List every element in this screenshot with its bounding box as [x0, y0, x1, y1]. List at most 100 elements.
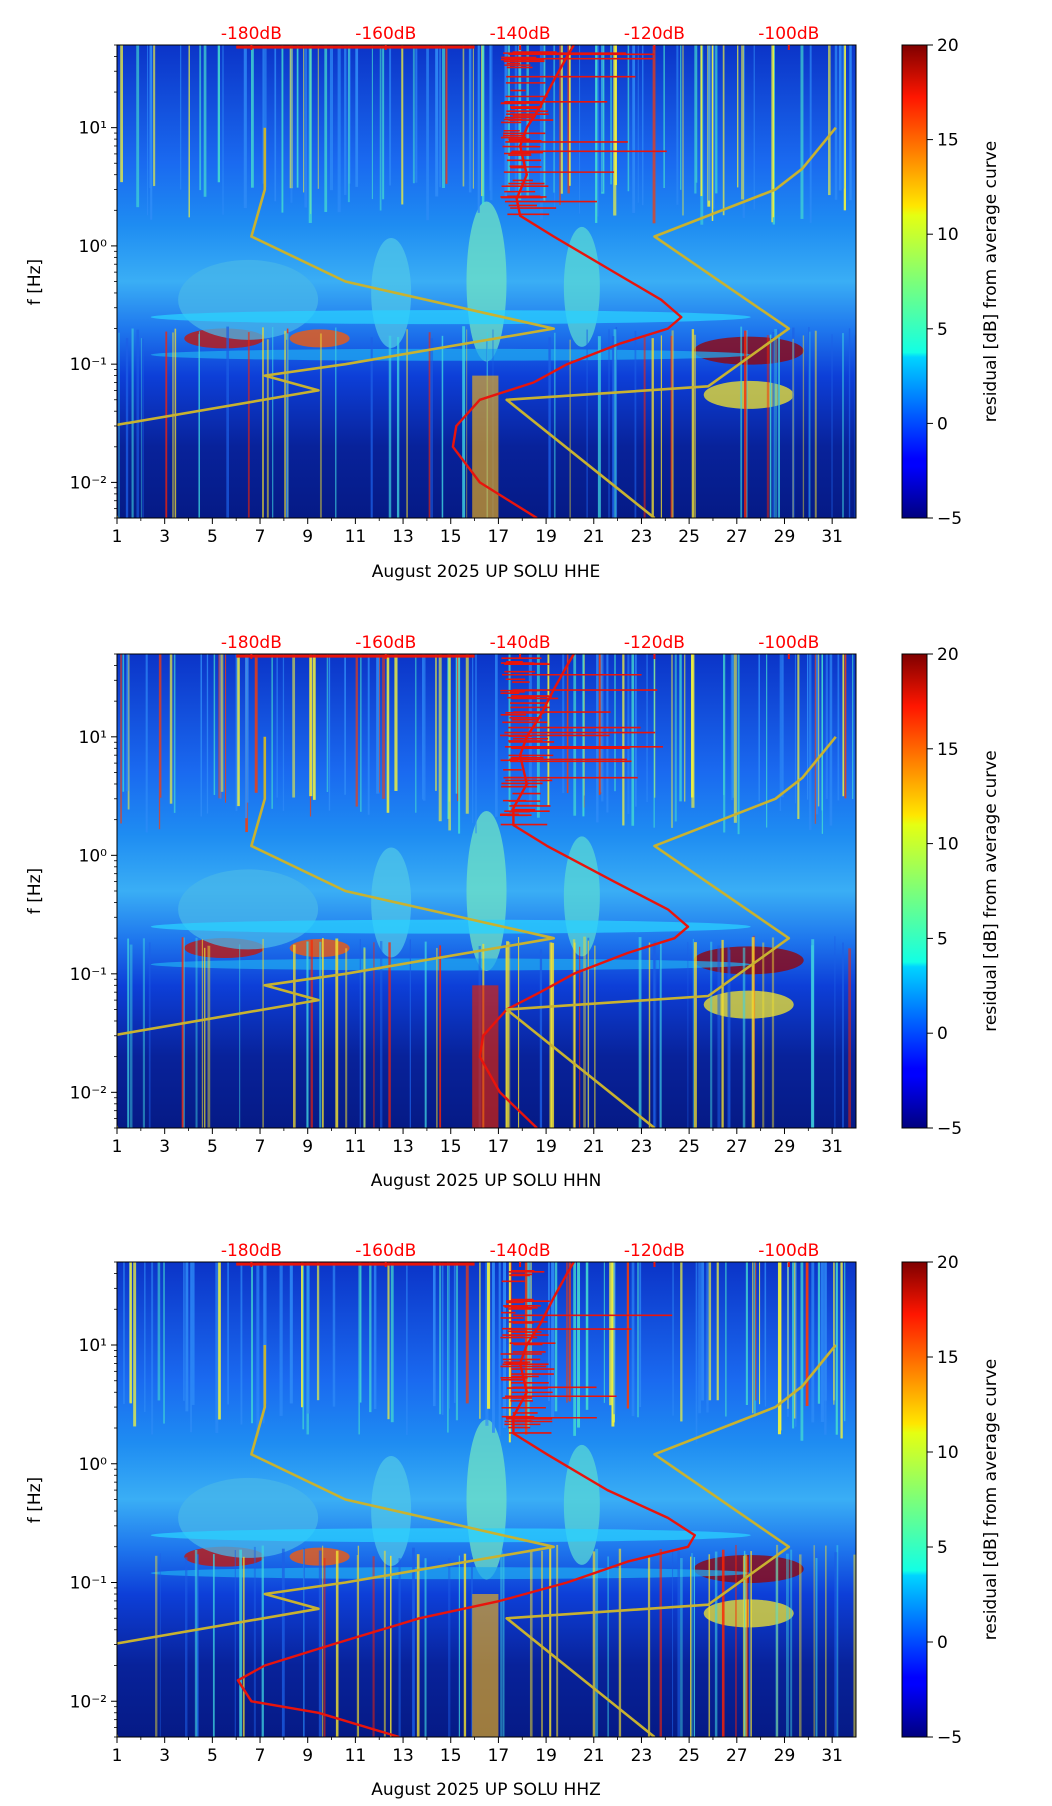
colorbar-tick-label: 0: [937, 1633, 948, 1653]
top-db-label: -120dB: [624, 1241, 685, 1261]
x-tick-label: 3: [159, 1746, 170, 1766]
top-db-label: -180dB: [221, 633, 282, 653]
x-axis: 1 3 5 7 9 11 13 15 17 19 21 23 25 27 29 31: [112, 1128, 843, 1157]
top-db-label: -120dB: [624, 633, 685, 653]
colorbar-tick-label: 10: [937, 1443, 959, 1463]
y-tick-label: 10⁻²: [70, 473, 107, 493]
spectrogram-texture: [120, 654, 854, 1128]
y-tick-label: 10⁻¹: [70, 355, 107, 375]
colorbar-tick-label: 5: [937, 320, 948, 340]
series-line-1: [117, 736, 556, 1128]
panel-hhn: 1 3 5 7 9 11 13 15 17 19 21 23 25 27 29 31 10⁻²10⁻¹10⁰1…: [25, 633, 1001, 1191]
colorbar-gradient: [901, 44, 928, 519]
x-tick-label: 5: [207, 1746, 218, 1766]
top-db-label: -120dB: [624, 24, 685, 44]
series-line-2: [505, 735, 837, 1128]
series-line-1: [117, 127, 556, 518]
x-tick-label: 25: [678, 527, 700, 547]
y-tick-label: 10⁰: [79, 846, 108, 866]
series-line-1: [117, 1345, 556, 1737]
x-tick-label: 27: [726, 527, 748, 547]
top-db-axis: -180dB -160dB -140dB -120dB -100dB: [221, 1241, 819, 1267]
colorbar-tick-label: −5: [937, 509, 962, 529]
x-tick-label: 1: [112, 527, 123, 547]
top-db-axis: -180dB -160dB -140dB -120dB -100dB: [221, 633, 819, 659]
x-tick-label: 11: [345, 527, 367, 547]
x-tick-label: 21: [583, 527, 605, 547]
colorbar-tick-label: 0: [937, 1024, 948, 1044]
top-db-label: -100dB: [758, 24, 819, 44]
colorbar-tick-label: 0: [937, 414, 948, 434]
top-db-label: -140dB: [490, 633, 551, 653]
x-tick-label: 29: [774, 527, 796, 547]
x-tick-label: 17: [488, 1137, 510, 1157]
colorbar-gradient: [901, 1261, 928, 1738]
top-db-label: -160dB: [355, 633, 416, 653]
colorbar-title: residual [dB] from average curve: [981, 1359, 1001, 1640]
x-tick-label: 17: [488, 1746, 510, 1766]
x-tick-label: 15: [440, 1746, 462, 1766]
x-tick-label: 17: [488, 527, 510, 547]
x-tick-label: 7: [255, 1137, 266, 1157]
colorbar-tick-label: 20: [937, 36, 959, 56]
top-db-label: -180dB: [221, 1241, 282, 1261]
y-tick-label: 10⁰: [79, 1455, 108, 1475]
y-axis: 10⁻² 10⁻¹ 10⁰ 10¹: [70, 653, 117, 1129]
x-tick-label: 15: [440, 1137, 462, 1157]
series-line-0: [478, 654, 690, 1128]
colorbar-tick-label: 10: [937, 835, 959, 855]
x-tick-label: 19: [535, 527, 557, 547]
x-tick-label: 31: [821, 1137, 843, 1157]
y-tick-label: 10¹: [79, 119, 107, 139]
series-line-2: [505, 1344, 837, 1737]
spectrogram-area: [117, 654, 856, 1128]
x-tick-label: 5: [207, 527, 218, 547]
colorbar-tick-label: 5: [937, 929, 948, 949]
colorbar-tick-label: −5: [937, 1119, 962, 1139]
top-db-label: -160dB: [355, 24, 416, 44]
colorbar: −5 0 5 10 15 20 residual [dB] from average cur…: [901, 36, 1001, 529]
x-axis-title: August 2025 UP SOLU HHE: [372, 562, 601, 582]
x-tick-label: 21: [583, 1746, 605, 1766]
y-tick-label: 10¹: [79, 728, 107, 748]
y-tick-label: 10⁻¹: [70, 1574, 107, 1594]
y-tick-label: 10⁰: [79, 237, 108, 257]
y-tick-label: 10¹: [79, 1336, 107, 1356]
y-tick-label: 10⁻¹: [70, 965, 107, 985]
top-db-label: -140dB: [490, 1241, 551, 1261]
x-tick-label: 29: [774, 1746, 796, 1766]
colorbar-gradient: [901, 653, 928, 1129]
x-tick-label: 7: [255, 1746, 266, 1766]
colorbar-tick-label: −5: [937, 1728, 962, 1748]
x-tick-label: 9: [302, 1746, 313, 1766]
colorbar-tick-label: 20: [937, 645, 959, 665]
colorbar-tick-label: 10: [937, 225, 959, 245]
y-tick-label: 10⁻²: [70, 1083, 107, 1103]
x-tick-label: 1: [112, 1137, 123, 1157]
series-layer: [117, 1262, 837, 1737]
y-tick-label: 10⁻²: [70, 1692, 107, 1712]
x-tick-label: 19: [535, 1137, 557, 1157]
x-tick-label: 23: [631, 1746, 653, 1766]
colorbar: −5 0 5 10 15 20 residual [dB] from average cur…: [901, 1253, 1001, 1748]
top-db-axis: -180dB -160dB -140dB -120dB -100dB: [221, 24, 819, 50]
x-tick-label: 13: [392, 1137, 414, 1157]
x-tick-label: 5: [207, 1137, 218, 1157]
x-axis: 1 3 5 7 9 11 13 15 17 19 21 23 25 27 29 31: [112, 1737, 843, 1766]
colorbar-title: residual [dB] from average curve: [981, 141, 1001, 422]
x-tick-label: 19: [535, 1746, 557, 1766]
top-db-label: -100dB: [758, 633, 819, 653]
colorbar-title: residual [dB] from average curve: [981, 750, 1001, 1031]
y-axis-title: f [Hz]: [25, 259, 45, 305]
top-db-label: -140dB: [490, 24, 551, 44]
y-axis: 10⁻² 10⁻¹ 10⁰ 10¹: [70, 1261, 117, 1738]
x-tick-label: 27: [726, 1137, 748, 1157]
series-layer: [117, 654, 837, 1128]
x-tick-label: 21: [583, 1137, 605, 1157]
spectrogram-area: [117, 1262, 856, 1737]
panel-hhe: 1 3 5 7 9 11 13 15 17 19 21 23 25 27 29 31 10⁻²10⁻¹10⁰1…: [25, 24, 1001, 582]
x-tick-label: 11: [345, 1137, 367, 1157]
x-tick-label: 13: [392, 527, 414, 547]
x-tick-label: 3: [159, 1137, 170, 1157]
